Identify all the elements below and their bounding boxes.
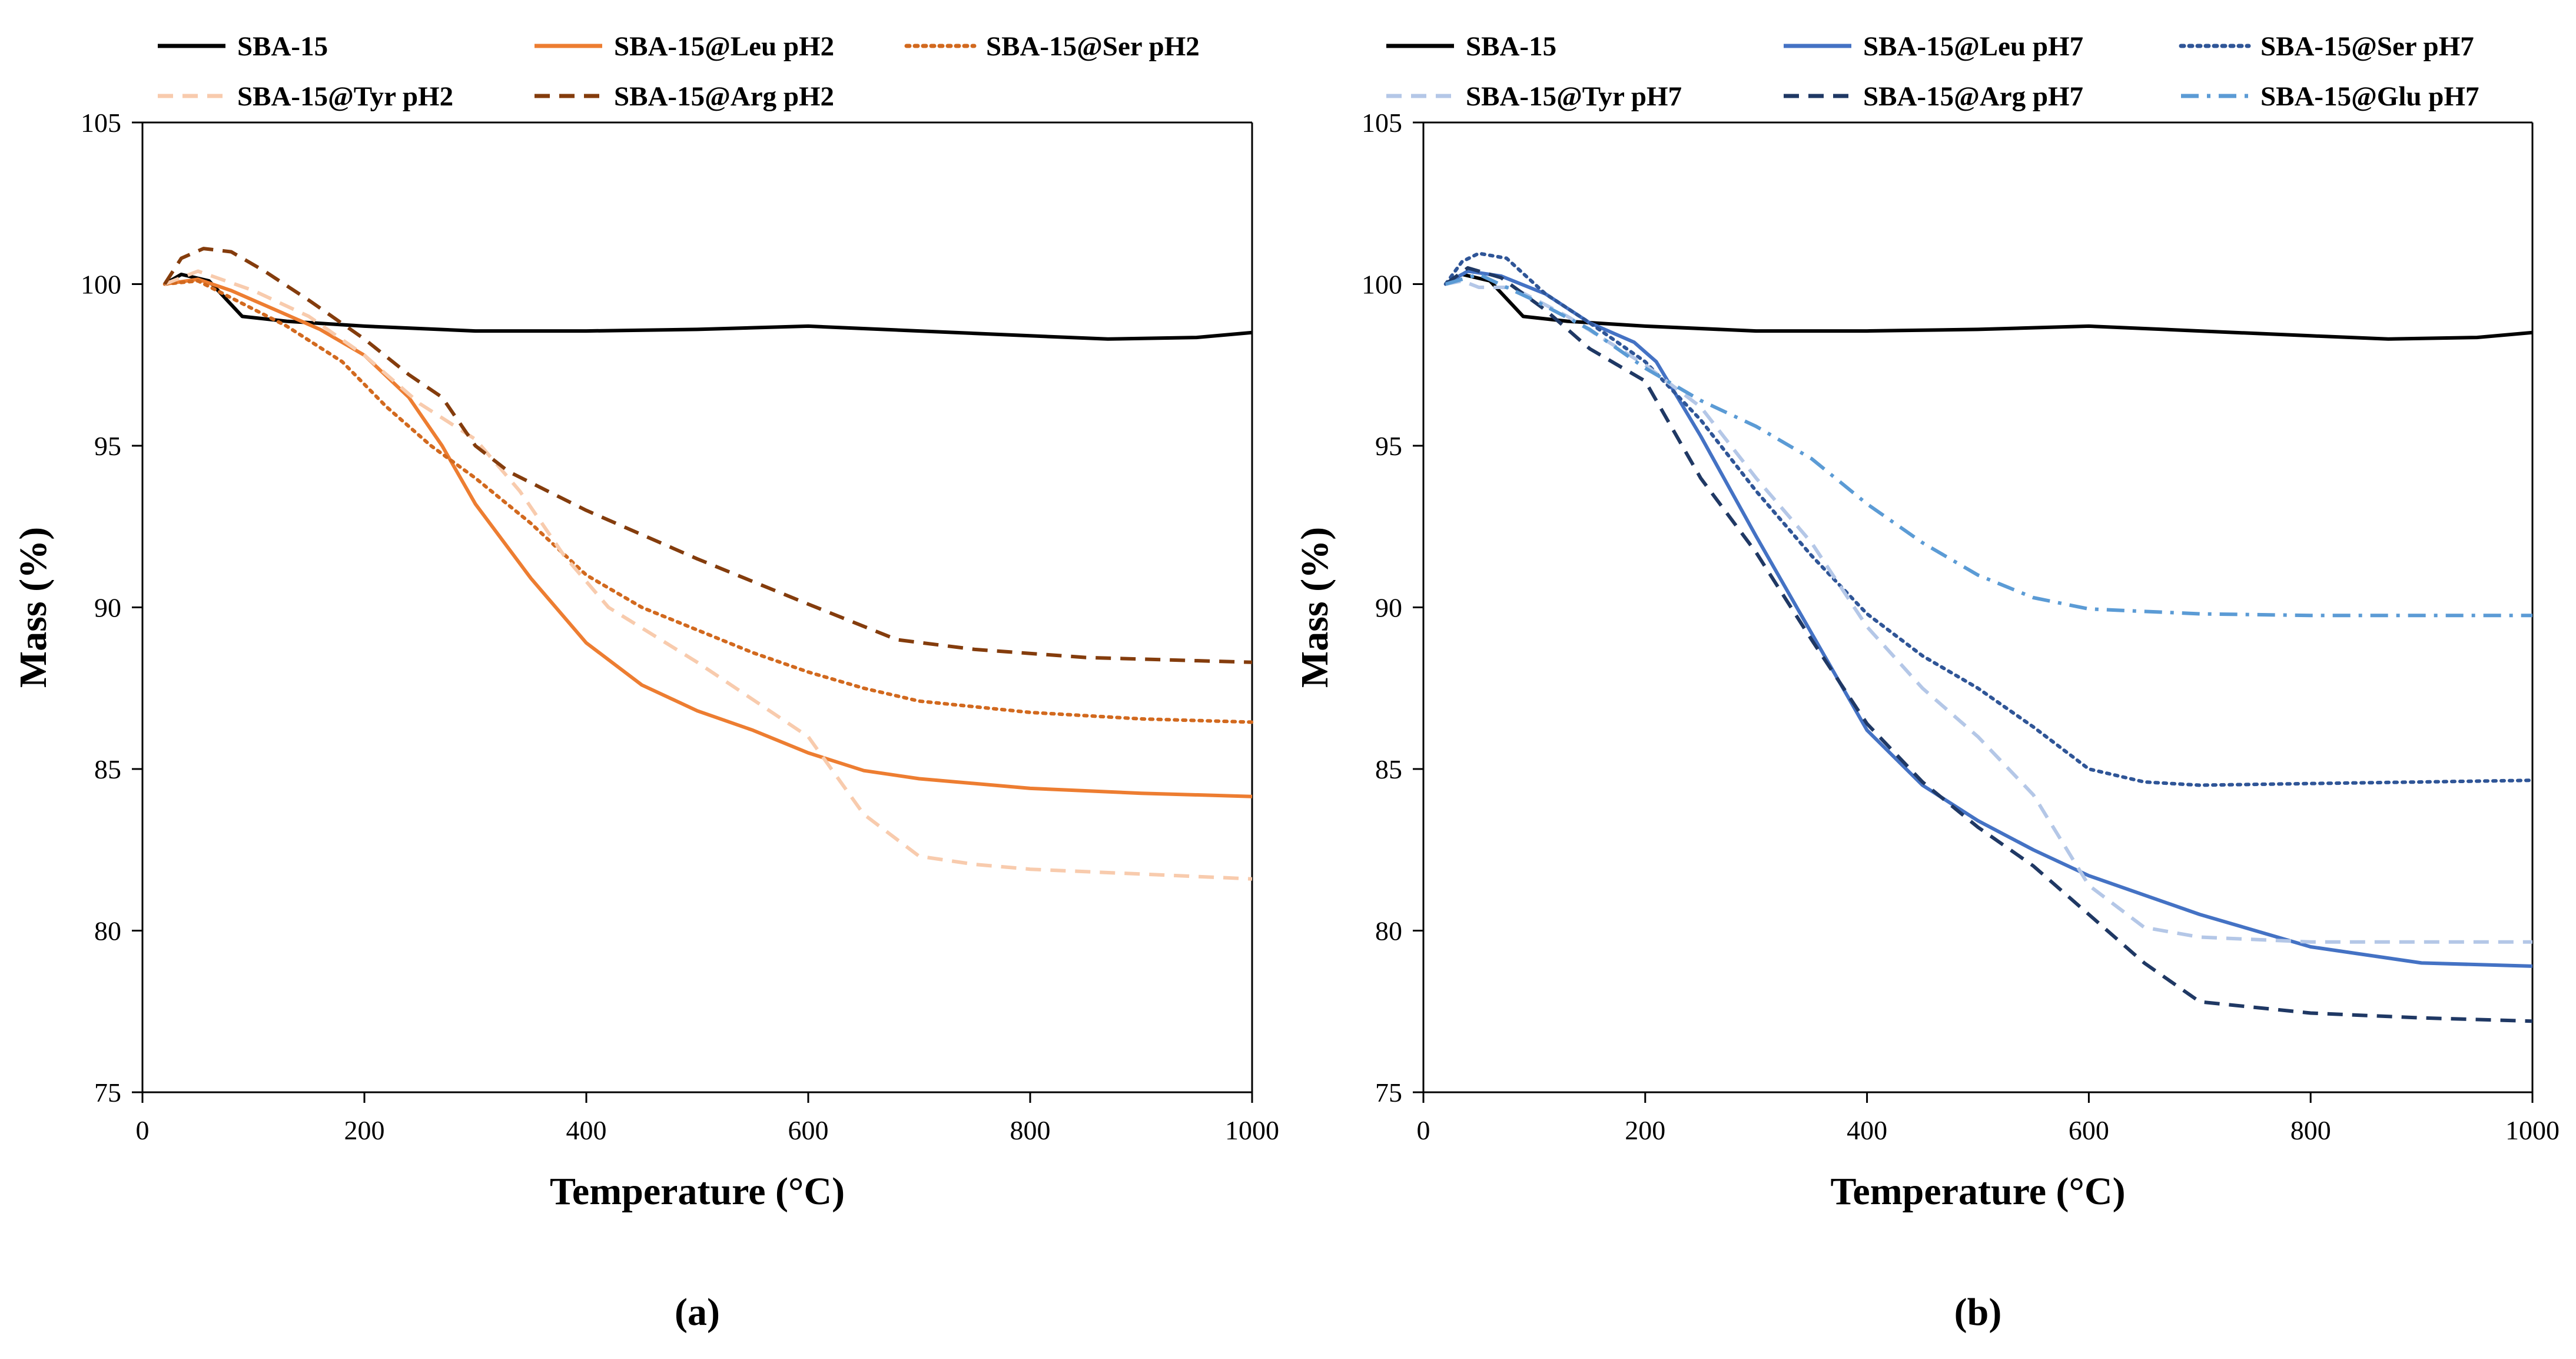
y-axis-title: Mass (%) (12, 527, 55, 688)
series-line-sba-15 (1445, 273, 2533, 341)
y-tick-label: 85 (94, 754, 121, 784)
y-tick-label: 105 (81, 108, 121, 138)
x-tick-label: 0 (136, 1115, 150, 1145)
x-tick-label: 800 (1010, 1115, 1051, 1145)
y-tick-label: 100 (81, 270, 121, 300)
legend-item-sba-15-arg-ph2: SBA-15@Arg pH2 (535, 81, 834, 112)
panel-label: (a) (675, 1291, 720, 1334)
legend: SBA-15 SBA-15@Leu pH2 SBA-15@Ser pH2 SBA-15… (158, 31, 1200, 112)
y-tick-label: 95 (94, 431, 121, 461)
x-tick-label: 800 (2290, 1115, 2331, 1145)
y-tick-label: 85 (1375, 754, 1402, 784)
x-axis-title: Temperature (°C) (550, 1170, 845, 1213)
y-tick-label: 80 (1375, 916, 1402, 946)
legend-item-sba-15-leu-ph7: SBA-15@Leu pH7 (1784, 31, 2083, 62)
y-tick-label: 75 (1375, 1078, 1402, 1108)
legend-label: SBA-15@Tyr pH7 (1466, 81, 1682, 112)
series-line-sba-15-arg-ph7 (1444, 266, 2533, 1023)
legend-label: SBA-15 (1466, 31, 1556, 62)
y-axis-title: Mass (%) (1293, 527, 1336, 688)
y-tick-label: 95 (1375, 431, 1402, 461)
legend-label: SBA-15 (237, 31, 328, 62)
y-tick-label: 105 (1362, 108, 1402, 138)
legend-item-sba-15-ser-ph7: SBA-15@Ser pH7 (2179, 31, 2474, 62)
legend-item-sba-15-tyr-ph7: SBA-15@Tyr pH7 (1386, 81, 1682, 112)
series-line-sba-15-arg-ph2 (163, 247, 1253, 664)
legend-item-sba-15-glu-ph7: SBA-15@Glu pH7 (2181, 81, 2479, 112)
x-tick-label: 600 (2069, 1115, 2109, 1145)
legend-item-sba-15-leu-ph2: SBA-15@Leu pH2 (535, 31, 834, 62)
series-line-sba-15-leu-ph2 (164, 277, 1253, 798)
series-line-sba-15-tyr-ph2 (164, 269, 1253, 881)
y-tick-label: 75 (94, 1078, 121, 1108)
legend: SBA-15 SBA-15@Leu pH7 SBA-15@Ser pH7 SBA-15… (1386, 31, 2479, 112)
x-tick-label: 1000 (2505, 1115, 2560, 1145)
legend-label: SBA-15@Arg pH2 (614, 81, 834, 112)
panel-label: (b) (1954, 1291, 2002, 1334)
x-tick-label: 200 (344, 1115, 385, 1145)
legend-item-sba-15: SBA-15 (158, 31, 328, 62)
legend-item-sba-15-tyr-ph2: SBA-15@Tyr pH2 (158, 81, 453, 112)
x-tick-label: 0 (1417, 1115, 1430, 1145)
legend-item-sba-15-arg-ph7: SBA-15@Arg pH7 (1784, 81, 2083, 112)
legend-item-sba-15: SBA-15 (1386, 31, 1556, 62)
x-tick-label: 400 (1847, 1115, 1887, 1145)
panel-b: 0 200 400 600 800 1000 75 80 85 90 95 100 105 Tempera… (1293, 31, 2560, 1334)
legend-label: SBA-15@Leu pH2 (614, 31, 834, 62)
x-tick-label: 1000 (1225, 1115, 1279, 1145)
x-tick-label: 400 (566, 1115, 607, 1145)
legend-item-sba-15-ser-ph2: SBA-15@Ser pH2 (904, 31, 1200, 62)
series-line-sba-15-ser-ph7 (1443, 251, 2534, 787)
legend-label: SBA-15@Ser pH2 (986, 31, 1200, 62)
legend-label: SBA-15@Ser pH7 (2260, 31, 2474, 62)
series-line-sba-15-glu-ph7 (1445, 273, 2532, 618)
y-tick-label: 90 (94, 593, 121, 623)
y-tick-label: 80 (94, 916, 121, 946)
y-tick-label: 100 (1362, 270, 1402, 300)
legend-label: SBA-15@Arg pH7 (1863, 81, 2083, 112)
series-line-sba-15-tyr-ph7 (1445, 279, 2532, 944)
x-tick-label: 200 (1625, 1115, 1665, 1145)
legend-label: SBA-15@Glu pH7 (2260, 81, 2479, 112)
legend-label: SBA-15@Tyr pH2 (237, 81, 453, 112)
panel-a: 0 200 400 600 800 1000 75 80 85 90 95 100 105 Tempera… (12, 31, 1279, 1334)
series-line-sba-15-ser-ph2 (162, 279, 1254, 724)
y-tick-label: 90 (1375, 593, 1402, 623)
legend-label: SBA-15@Leu pH7 (1863, 31, 2083, 62)
x-tick-label: 600 (788, 1115, 829, 1145)
x-axis-title: Temperature (°C) (1830, 1170, 2125, 1213)
series-line-sba-15-leu-ph7 (1445, 269, 2533, 968)
